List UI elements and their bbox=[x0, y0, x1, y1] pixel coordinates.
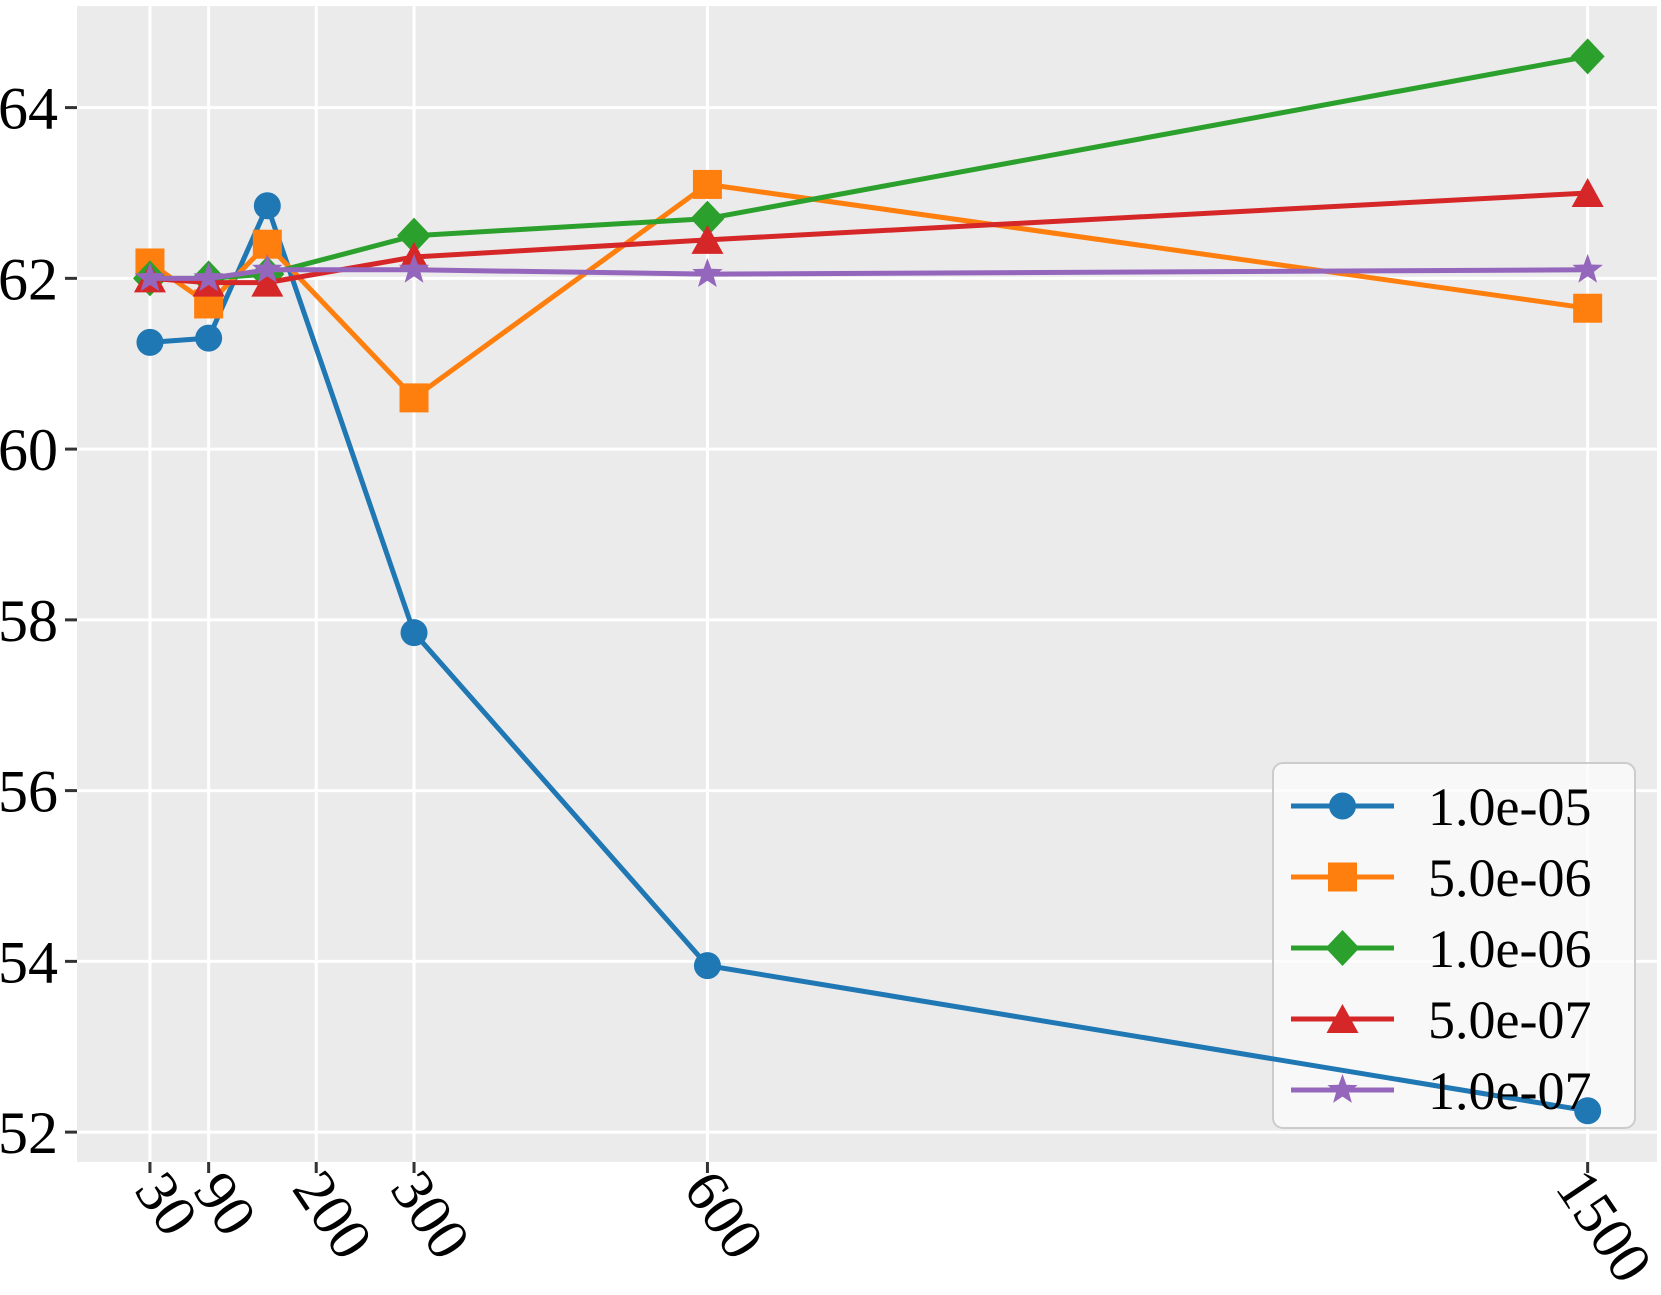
x-tick-label-200: 200 bbox=[280, 1159, 385, 1271]
legend-label-1.0e-05: 1.0e-05 bbox=[1428, 777, 1591, 837]
series-line-1.0e-07 bbox=[150, 267, 1588, 281]
marker-triangle-5.0e-07-x600 bbox=[691, 224, 724, 254]
marker-diamond-1.0e-06-x300 bbox=[397, 217, 432, 254]
y-tick-label-62: 62 bbox=[0, 246, 58, 312]
legend-triangle-icon bbox=[1326, 1004, 1359, 1033]
marker-star-1.0e-07-x1500 bbox=[1572, 253, 1603, 283]
legend-label-1.0e-06: 1.0e-06 bbox=[1428, 919, 1591, 979]
y-tick-label-60: 60 bbox=[0, 417, 58, 483]
marker-circle-1.0e-05-x30 bbox=[136, 328, 164, 356]
y-tick-label-58: 58 bbox=[0, 588, 58, 654]
legend-square-icon bbox=[1328, 862, 1357, 892]
marker-circle-1.0e-05-x150 bbox=[253, 192, 281, 220]
x-tick-label-1500: 1500 bbox=[1543, 1158, 1661, 1294]
legend-box bbox=[1272, 762, 1636, 1129]
x-tick-label-90: 90 bbox=[181, 1160, 269, 1247]
y-tick-label-64: 64 bbox=[0, 76, 58, 142]
marker-square-5.0e-06-x300 bbox=[399, 383, 429, 413]
marker-star-1.0e-07-x150 bbox=[252, 253, 283, 283]
legend-star-icon bbox=[1327, 1074, 1358, 1103]
marker-circle-1.0e-05-x90 bbox=[195, 324, 223, 352]
marker-star-1.0e-07-x300 bbox=[398, 253, 430, 283]
y-tick-label-52: 52 bbox=[0, 1100, 58, 1166]
marker-star-1.0e-07-x90 bbox=[193, 262, 224, 292]
x-tick-label-300: 300 bbox=[378, 1159, 483, 1271]
marker-star-1.0e-07-x30 bbox=[134, 262, 166, 292]
marker-square-5.0e-06-x1500 bbox=[1573, 293, 1603, 323]
legend-diamond-icon bbox=[1325, 930, 1360, 966]
legend-circle-icon bbox=[1329, 792, 1356, 820]
y-tick-label-56: 56 bbox=[0, 759, 58, 825]
y-tick-label-54: 54 bbox=[0, 929, 58, 995]
marker-circle-1.0e-05-x1500 bbox=[1574, 1097, 1602, 1125]
marker-diamond-1.0e-06-x600 bbox=[690, 200, 725, 237]
x-tick-label-600: 600 bbox=[671, 1159, 776, 1271]
legend-label-5.0e-06: 5.0e-06 bbox=[1428, 848, 1591, 908]
marker-triangle-5.0e-07-x150 bbox=[251, 267, 284, 297]
marker-star-1.0e-07-x600 bbox=[692, 258, 723, 287]
marker-circle-1.0e-05-x600 bbox=[693, 952, 721, 980]
legend-label-5.0e-07: 5.0e-07 bbox=[1428, 990, 1591, 1050]
marker-square-5.0e-06-x600 bbox=[692, 169, 722, 199]
legend-label-1.0e-07: 1.0e-07 bbox=[1428, 1061, 1591, 1121]
marker-circle-1.0e-05-x300 bbox=[400, 619, 428, 647]
marker-triangle-5.0e-07-x1500 bbox=[1571, 177, 1604, 207]
marker-diamond-1.0e-06-x1500 bbox=[1570, 38, 1605, 75]
